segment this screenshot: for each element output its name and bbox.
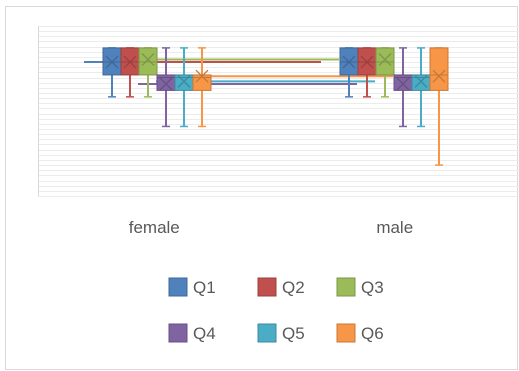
- box-body: [192, 74, 212, 91]
- box-q1-female: [102, 47, 122, 98]
- legend-label: Q4: [193, 324, 216, 343]
- legend-swatch: [257, 277, 277, 297]
- box-q5-female: [174, 47, 194, 128]
- legend-swatch: [336, 323, 356, 343]
- box-q5-male: [411, 47, 431, 128]
- box-body: [138, 47, 158, 76]
- mean-marker: [123, 55, 137, 69]
- mean-marker: [195, 69, 209, 83]
- legend-swatch: [336, 277, 356, 297]
- boxes: [102, 47, 449, 166]
- legend-item-q6: Q6: [336, 323, 384, 343]
- box-q2-female: [120, 47, 140, 98]
- box-q6-female: [192, 47, 212, 128]
- legend-swatch: [168, 323, 188, 343]
- category-label: female: [129, 218, 180, 237]
- mean-marker: [342, 55, 356, 69]
- mean-marker: [414, 74, 428, 88]
- legend-swatch: [257, 323, 277, 343]
- legend-label: Q6: [361, 324, 384, 343]
- mean-marker: [105, 55, 119, 69]
- mean-marker: [360, 55, 374, 69]
- mean-marker: [159, 77, 173, 91]
- mean-marker: [378, 53, 392, 66]
- box-q6-male: [429, 47, 449, 166]
- mean-marker: [141, 53, 155, 66]
- legend: Q1 Q2 Q3 Q4 Q5 Q6: [168, 277, 384, 343]
- mean-marker: [432, 69, 446, 83]
- box-q4-male: [393, 47, 413, 128]
- legend-item-q2: Q2: [257, 277, 305, 297]
- legend-label: Q1: [193, 278, 216, 297]
- category-label: male: [376, 218, 413, 237]
- box-q3-female: [138, 47, 158, 98]
- box-body: [375, 47, 395, 76]
- box-q1-male: [339, 47, 359, 98]
- box-q4-female: [156, 47, 176, 128]
- box-body: [429, 47, 449, 91]
- box-q2-male: [357, 47, 377, 98]
- legend-item-q3: Q3: [336, 277, 384, 297]
- legend-item-q1: Q1: [168, 277, 216, 297]
- category-labels: female male: [129, 218, 413, 237]
- legend-item-q4: Q4: [168, 323, 216, 343]
- mean-marker: [396, 77, 410, 91]
- legend-label: Q2: [282, 278, 305, 297]
- box-q3-male: [375, 47, 395, 98]
- legend-label: Q3: [361, 278, 384, 297]
- legend-label: Q5: [282, 324, 305, 343]
- mean-marker: [177, 74, 191, 88]
- legend-swatch: [168, 277, 188, 297]
- legend-item-q5: Q5: [257, 323, 305, 343]
